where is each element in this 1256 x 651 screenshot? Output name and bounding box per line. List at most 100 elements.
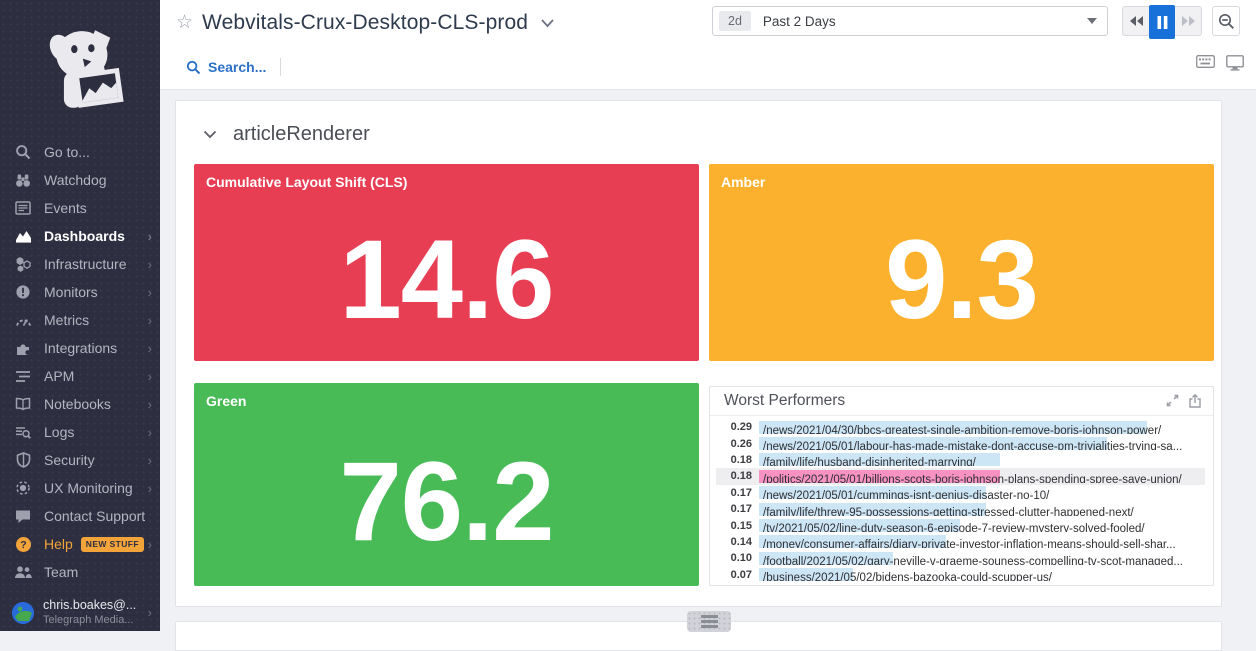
team-icon [14, 564, 32, 580]
search-link[interactable]: Search... [186, 59, 266, 75]
sidebar-item-ux-monitoring[interactable]: UX Monitoring › [0, 474, 160, 502]
zoom-out-button[interactable] [1212, 6, 1240, 36]
sidebar-item-watchdog[interactable]: Watchdog [0, 166, 160, 194]
user-avatar [12, 601, 34, 624]
query-value-widget-amber[interactable]: Amber 9.3 [709, 164, 1214, 361]
keyboard-shortcuts-icon[interactable] [1196, 55, 1215, 76]
svg-text:?: ? [20, 539, 26, 551]
sidebar-item-label: Contact Support [44, 508, 146, 524]
toplist-row[interactable]: 0.14/money/consumer-affairs/diary-privat… [716, 534, 1205, 550]
title-chevron-down-icon[interactable] [540, 18, 555, 28]
toplist-value: 0.15 [730, 519, 752, 532]
sidebar-item-label: Monitors [44, 284, 98, 300]
search-label: Search... [208, 59, 267, 75]
sidebar-item-metrics[interactable]: Metrics › [0, 306, 160, 334]
toplist-bar [759, 437, 1107, 451]
toplist-bar [759, 420, 1148, 434]
dashboard-title[interactable]: Webvitals-Crux-Desktop-CLS-prod [202, 10, 529, 34]
toplist-rows: 0.29/news/2021/04/30/bbcs-greatest-singl… [710, 416, 1213, 583]
sidebar-item-integrations[interactable]: Integrations › [0, 334, 160, 362]
query-value-widget-cls[interactable]: Cumulative Layout Shift (CLS) 14.6 [194, 164, 699, 361]
group-header[interactable]: articleRenderer [203, 123, 370, 146]
toplist-row[interactable]: 0.17/news/2021/05/01/cummings-isnt-geniu… [716, 485, 1205, 501]
widget-value: 76.2 [339, 439, 555, 564]
apm-icon [14, 368, 32, 384]
notebooks-icon [14, 396, 32, 412]
sidebar-item-apm[interactable]: APM › [0, 362, 160, 390]
expand-icon[interactable] [1166, 394, 1179, 408]
toplist-value: 0.14 [730, 535, 752, 548]
toplist-url: /politics/2021/05/01/billions-scots-bori… [763, 473, 1182, 483]
security-icon [14, 452, 32, 468]
chevron-right-icon: › [147, 340, 152, 356]
sidebar-item-label: Integrations [44, 340, 118, 356]
export-icon[interactable] [1189, 394, 1201, 408]
toplist-row[interactable]: 0.07/business/2021/05/02/bidens-bazooka-… [716, 567, 1205, 583]
chevron-right-icon: › [147, 480, 152, 496]
sidebar-item-events[interactable]: Events [0, 194, 160, 222]
toplist-row[interactable]: 0.18/politics/2021/05/01/billions-scots-… [716, 468, 1205, 485]
toplist-row[interactable]: 0.10/football/2021/05/02/gary-neville-v-… [716, 550, 1205, 566]
pause-button[interactable] [1149, 5, 1175, 39]
group-drag-handle[interactable] [687, 611, 731, 632]
tv-mode-icon[interactable] [1226, 55, 1244, 76]
toplist-row[interactable]: 0.26/news/2021/05/01/labour-has-made-mis… [716, 435, 1205, 451]
toplist-row[interactable]: 0.29/news/2021/04/30/bbcs-greatest-singl… [716, 419, 1205, 435]
dashboards-icon [14, 228, 32, 244]
sidebar-item-label: Team [44, 564, 79, 580]
sidebar-item-label: UX Monitoring [44, 480, 133, 496]
group-title: articleRenderer [233, 123, 370, 145]
datadog-logo[interactable] [0, 0, 160, 138]
contact-support-icon [14, 508, 32, 524]
sidebar-item-security[interactable]: Security › [0, 446, 160, 474]
toplist-bar [759, 502, 987, 516]
group-card-article-renderer: articleRenderer Cumulative Layout Shift … [175, 100, 1222, 607]
sidebar-item-label: Events [44, 200, 87, 216]
separator [280, 58, 282, 76]
sidebar-item-label: Go to... [44, 144, 90, 160]
chevron-right-icon: › [147, 396, 152, 412]
toplist-widget-worst-performers[interactable]: Worst Performers 0.29/news/2021/04/30/bb… [709, 386, 1214, 586]
sidebar-item-notebooks[interactable]: Notebooks › [0, 390, 160, 418]
toplist-row[interactable]: 0.15/tv/2021/05/02/line-duty-season-6-ep… [716, 517, 1205, 533]
toplist-url: /family/life/threw-95-possessions-gettin… [763, 506, 1134, 516]
chevron-right-icon: › [147, 256, 152, 272]
fast-forward-button[interactable] [1175, 7, 1201, 35]
time-range-badge: 2d [719, 11, 751, 31]
toplist-row[interactable]: 0.17/family/life/threw-95-possessions-ge… [716, 501, 1205, 517]
toplist-title: Worst Performers [724, 392, 846, 409]
favorite-star-icon[interactable]: ☆ [176, 12, 194, 33]
widget-title: Green [206, 393, 247, 409]
sidebar-item-label: Watchdog [44, 172, 107, 188]
toplist-value: 0.17 [730, 486, 752, 499]
search-icon [14, 144, 32, 160]
integrations-icon [14, 340, 32, 356]
sidebar-item-dashboards[interactable]: Dashboards › [0, 222, 160, 250]
dashboard-canvas: articleRenderer Cumulative Layout Shift … [160, 90, 1256, 651]
sidebar-item-team[interactable]: Team [0, 558, 160, 586]
sidebar-item-label: Security [44, 452, 95, 468]
sidebar-item-monitors[interactable]: Monitors › [0, 278, 160, 306]
sidebar-item-contact-support[interactable]: Contact Support [0, 502, 160, 530]
toplist-row[interactable]: 0.18/family/life/husband-disinherited-ma… [716, 452, 1205, 468]
sidebar-item-go-to[interactable]: Go to... [0, 138, 160, 166]
toplist-url: /money/consumer-affairs/diary-private-in… [763, 539, 1176, 549]
sidebar-user[interactable]: chris.boakes@... Telegraph Media... › [0, 590, 160, 635]
sidebar-item-logs[interactable]: Logs › [0, 418, 160, 446]
rewind-button[interactable] [1123, 7, 1149, 35]
binoculars-icon [14, 172, 32, 188]
sidebar-item-label: Notebooks [44, 396, 111, 412]
infrastructure-icon [14, 256, 32, 272]
toplist-url: /news/2021/04/30/bbcs-greatest-single-am… [763, 424, 1162, 434]
topbar: ☆ Webvitals-Crux-Desktop-CLS-prod 2d Pas… [160, 0, 1256, 90]
chevron-right-icon: › [147, 368, 152, 384]
sidebar-item-infrastructure[interactable]: Infrastructure › [0, 250, 160, 278]
timeline-playback-controls [1122, 5, 1202, 39]
sidebar-item-help[interactable]: ? Help NEW STUFF › [0, 530, 160, 558]
toplist-bar [759, 453, 1000, 467]
events-icon [14, 200, 32, 216]
time-range-select[interactable]: 2d Past 2 Days [712, 6, 1108, 36]
query-value-widget-green[interactable]: Green 76.2 [194, 383, 699, 586]
toplist-url: /tv/2021/05/02/line-duty-season-6-episod… [763, 523, 1145, 533]
chevron-down-icon [1087, 18, 1097, 24]
